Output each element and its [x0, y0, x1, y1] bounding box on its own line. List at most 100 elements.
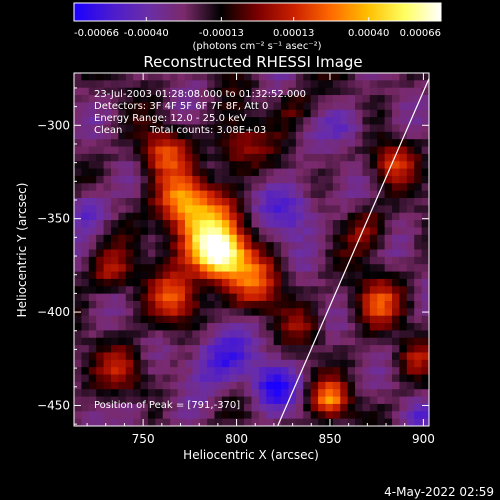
heatmap-cell — [229, 418, 238, 426]
heatmap-cell — [88, 418, 97, 426]
heatmap-cell — [74, 300, 82, 309]
heatmap-cell — [281, 249, 290, 258]
heatmap-cell — [125, 131, 134, 140]
heatmap-cell — [369, 139, 378, 148]
heatmap-cell — [81, 403, 90, 412]
colorbar-strip — [74, 3, 441, 21]
heatmap-cell — [281, 359, 290, 368]
heatmap-cell — [184, 352, 193, 361]
heatmap-cell — [236, 330, 245, 339]
heatmap-cell — [74, 80, 82, 89]
heatmap-cell — [74, 374, 82, 383]
heatmap-cell — [258, 374, 267, 383]
heatmap-cell — [162, 87, 171, 96]
heatmap-cell — [110, 249, 119, 258]
heatmap-cell — [273, 220, 282, 229]
heatmap-cell — [133, 117, 142, 126]
heatmap-cell — [347, 242, 356, 251]
heatmap-cell — [347, 146, 356, 155]
heatmap-cell — [392, 80, 401, 89]
heatmap-cell — [214, 220, 223, 229]
heatmap-cell — [170, 337, 179, 346]
heatmap-cell — [281, 345, 290, 354]
heatmap-cell — [110, 95, 119, 104]
heatmap-cell — [110, 242, 119, 251]
heatmap-cell — [406, 374, 415, 383]
heatmap-cell — [421, 381, 429, 390]
heatmap-cell — [266, 308, 275, 317]
heatmap-cell — [125, 256, 134, 265]
heatmap-cell — [347, 389, 356, 398]
heatmap-cell — [340, 80, 349, 89]
heatmap-cell — [140, 109, 149, 118]
heatmap-cell — [310, 300, 319, 309]
heatmap-cell — [170, 300, 179, 309]
heatmap-cell — [340, 315, 349, 324]
heatmap-cell — [406, 323, 415, 331]
heatmap-cell — [229, 315, 238, 324]
heatmap-cell — [392, 337, 401, 346]
heatmap-cell — [258, 242, 267, 251]
heatmap-cell — [229, 109, 238, 118]
heatmap-cell — [384, 278, 393, 287]
heatmap-cell — [384, 249, 393, 258]
heatmap-cell — [155, 337, 164, 346]
heatmap-cell — [207, 374, 216, 383]
heatmap-cell — [125, 227, 134, 236]
heatmap-cell — [170, 381, 179, 390]
heatmap-cell — [236, 234, 245, 243]
heatmap-cell — [133, 124, 142, 133]
heatmap-cell — [133, 264, 142, 273]
heatmap-cell — [162, 293, 171, 302]
heatmap-cell — [170, 345, 179, 354]
heatmap-cell — [221, 117, 230, 126]
heatmap-cell — [155, 389, 164, 398]
heatmap-cell — [96, 359, 105, 368]
heatmap-cell — [229, 396, 238, 405]
heatmap-cell — [303, 418, 312, 426]
heatmap-cell — [184, 337, 193, 346]
heatmap-cell — [244, 146, 253, 155]
heatmap-cell — [184, 153, 193, 162]
heatmap-cell — [155, 315, 164, 324]
heatmap-cell — [125, 183, 134, 192]
heatmap-cell — [140, 374, 149, 383]
heatmap-cell — [162, 117, 171, 126]
heatmap-cell — [244, 80, 253, 89]
heatmap-cell — [421, 352, 429, 361]
heatmap-cell — [303, 102, 312, 111]
heatmap-cell — [318, 80, 327, 89]
heatmap-cell — [303, 389, 312, 398]
heatmap-cell — [221, 124, 230, 133]
heatmap-cell — [332, 249, 341, 258]
heatmap-cell — [184, 367, 193, 376]
heatmap-cell — [184, 330, 193, 339]
heatmap-cell — [74, 345, 82, 354]
heatmap-cell — [266, 205, 275, 214]
y-tick-label: −450 — [37, 398, 70, 412]
heatmap-cell — [103, 359, 112, 368]
heatmap-cell — [207, 102, 216, 111]
heatmap-cell — [103, 300, 112, 309]
heatmap-cell — [281, 315, 290, 324]
heatmap-cell — [273, 308, 282, 317]
heatmap-cell — [118, 146, 127, 155]
heatmap-cell — [258, 183, 267, 192]
heatmap-cell — [295, 308, 304, 317]
heatmap-cell — [244, 389, 253, 398]
heatmap-cell — [377, 352, 386, 361]
heatmap-cell — [340, 242, 349, 251]
heatmap-cell — [332, 117, 341, 126]
heatmap-cell — [147, 146, 156, 155]
heatmap-cell — [340, 403, 349, 412]
heatmap-cell — [214, 411, 223, 420]
heatmap-cell — [281, 146, 290, 155]
heatmap-cell — [288, 293, 297, 302]
heatmap-cell — [88, 190, 97, 199]
heatmap-cell — [74, 227, 82, 236]
heatmap-cell — [251, 345, 260, 354]
heatmap-cell — [303, 131, 312, 140]
heatmap-cell — [118, 124, 127, 133]
heatmap-cell — [214, 175, 223, 184]
heatmap-cell — [192, 323, 201, 331]
